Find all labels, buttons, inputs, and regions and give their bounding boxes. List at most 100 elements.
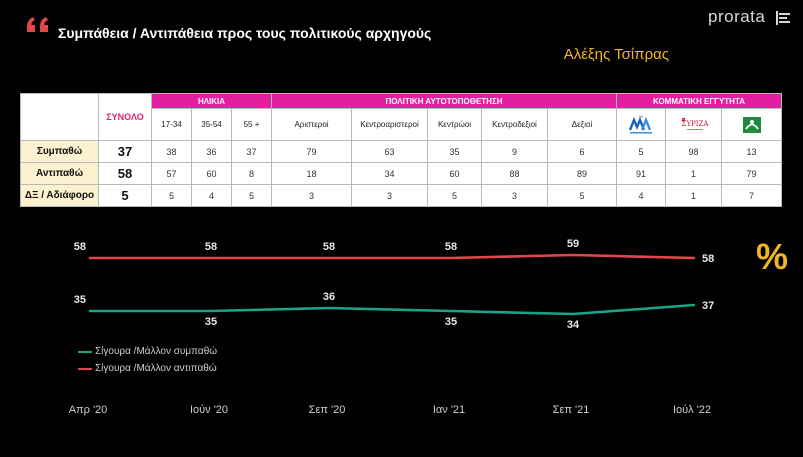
- brand-bars-icon: [776, 11, 790, 25]
- cell: 88: [481, 162, 548, 185]
- col-header: Δεξιοί: [546, 108, 618, 141]
- row-total: 37: [98, 140, 152, 163]
- cell: 34: [351, 162, 428, 185]
- cell: 13: [721, 140, 783, 163]
- cell: 3: [481, 184, 548, 207]
- group-header-age: ΗΛΙΚΙΑ: [151, 93, 272, 109]
- x-tick-label: Απρ '20: [69, 404, 108, 416]
- data-label: 34: [567, 319, 580, 331]
- row-label: Συμπαθώ: [20, 140, 99, 163]
- data-label: 58: [323, 241, 335, 253]
- data-label: 58: [445, 241, 457, 253]
- cell: 5: [546, 184, 618, 207]
- table-row: ΔΞ / Αδιάφορο 5 5 4 5 3 3 5 3 5 4 1 7: [20, 184, 783, 207]
- data-label: 58: [205, 241, 217, 253]
- col-header: Κεντρώοι: [427, 108, 482, 141]
- cell: 36: [191, 140, 232, 163]
- data-label: 35: [205, 316, 217, 328]
- cell: 38: [151, 140, 192, 163]
- syriza-logo-cell: ΣΥΡΙΖΑ: [665, 108, 723, 141]
- col-header: 35-54: [191, 108, 232, 141]
- row-total: 5: [98, 184, 152, 207]
- leader-name: Αλέξης Τσίπρας: [563, 46, 669, 63]
- legend-swatch: [78, 367, 92, 370]
- cell: 91: [616, 162, 667, 185]
- series-line: [88, 303, 696, 316]
- group-header-ideology: ΠΟΛΙΤΙΚΗ ΑΥΤΟΤΟΠΟΘΕΤΗΣΗ: [270, 93, 618, 109]
- col-header: Κεντροδεξιοί: [481, 108, 548, 141]
- percent-icon: %: [757, 238, 787, 274]
- data-label: 36: [323, 291, 335, 303]
- table-row: Αντιπαθώ 58 57 60 8 18 34 60 88 89 91 1 …: [20, 162, 783, 185]
- cell: 57: [151, 162, 192, 185]
- x-tick-label: Ιούν '20: [190, 404, 228, 416]
- col-header: Αριστεροί: [271, 108, 352, 141]
- cell: 79: [271, 140, 352, 163]
- cell: 6: [546, 140, 618, 163]
- row-label: ΔΞ / Αδιάφορο: [20, 184, 99, 207]
- data-label: 35: [445, 316, 457, 328]
- cell: 3: [271, 184, 352, 207]
- data-label: 37: [702, 300, 714, 312]
- x-tick-label: Σεπ '21: [553, 404, 590, 416]
- cell: 4: [191, 184, 232, 207]
- quote-icon: [26, 17, 48, 32]
- series-line: [88, 253, 696, 260]
- cell: 4: [616, 184, 667, 207]
- legend-swatch: [78, 350, 92, 353]
- group-header-party: ΚΟΜΜΑΤΙΚΗ ΕΓΓΥΤΗΤΑ: [616, 93, 783, 109]
- data-label: 58: [702, 253, 714, 265]
- col-header: 17-34: [151, 108, 192, 141]
- data-label: 59: [567, 238, 579, 250]
- legend-label: Σίγουρα /Μάλλον συμπαθώ: [95, 346, 218, 357]
- pasok-logo-icon: [742, 116, 761, 133]
- cell: 37: [231, 140, 272, 163]
- percent-symbol: %: [757, 238, 787, 274]
- cell: 63: [351, 140, 428, 163]
- syriza-logo-text: ΣΥΡΙΖΑ: [681, 120, 708, 128]
- cell: 60: [191, 162, 232, 185]
- cell: 79: [721, 162, 783, 185]
- pasok-logo-cell: [721, 108, 783, 141]
- cell: 5: [231, 184, 272, 207]
- cell: 18: [271, 162, 352, 185]
- syriza-logo-icon: ΣΥΡΙΖΑ: [681, 117, 709, 130]
- data-label: 35: [74, 294, 86, 306]
- page-title: Συμπάθεια / Αντιπάθεια προς τους πολιτικ…: [58, 25, 432, 41]
- brand-logo: prorata: [708, 7, 766, 26]
- cell: 9: [481, 140, 548, 163]
- trend-line-chart: 35 35 36 35 34 37 58 58 58 58 59 58 Απρ '20 Ιούν '20 Σ…: [69, 238, 715, 416]
- cell: 3: [351, 184, 428, 207]
- legend-item: Σίγουρα /Μάλλον συμπαθώ: [78, 343, 217, 360]
- x-tick-label: Ιαν '21: [433, 404, 465, 416]
- cell: 98: [665, 140, 723, 163]
- total-header: ΣΥΝΟΛΟ: [98, 93, 152, 141]
- cell: 8: [231, 162, 272, 185]
- table-row: Συμπαθώ 37 38 36 37 79 63 35 9 6 5 98 13: [20, 140, 783, 163]
- cell: 5: [616, 140, 667, 163]
- cell: 1: [665, 162, 723, 185]
- nd-logo-icon: ΝΔ: [628, 114, 653, 133]
- col-header: Κεντροαριστεροί: [351, 108, 428, 141]
- cell: 7: [721, 184, 783, 207]
- x-tick-label: Ιούλ '22: [673, 404, 711, 416]
- cell: 60: [427, 162, 482, 185]
- col-header: 55 +: [231, 108, 272, 141]
- cell: 1: [665, 184, 723, 207]
- row-label: Αντιπαθώ: [20, 162, 99, 185]
- cell: 35: [427, 140, 482, 163]
- cell: 5: [151, 184, 192, 207]
- legend-item: Σίγουρα /Μάλλον αντιπαθώ: [78, 360, 217, 377]
- data-label: 58: [74, 241, 86, 253]
- breakdown-table: ΣΥΝΟΛΟ ΗΛΙΚΙΑ ΠΟΛΙΤΙΚΗ ΑΥΤΟΤΟΠΟΘΕΤΗΣΗ ΚΟ…: [20, 93, 783, 207]
- cell: 5: [427, 184, 482, 207]
- row-total: 58: [98, 162, 152, 185]
- corner-cell: [20, 93, 99, 141]
- legend-label: Σίγουρα /Μάλλον αντιπαθώ: [95, 363, 217, 374]
- nd-logo-cell: ΝΔ: [616, 108, 667, 141]
- nd-logo-text: ΝΔ: [639, 114, 644, 118]
- x-tick-label: Σεπ '20: [309, 404, 346, 416]
- chart-legend: Σίγουρα /Μάλλον συμπαθώ Σίγουρα /Μάλλον …: [78, 343, 217, 377]
- cell: 89: [546, 162, 618, 185]
